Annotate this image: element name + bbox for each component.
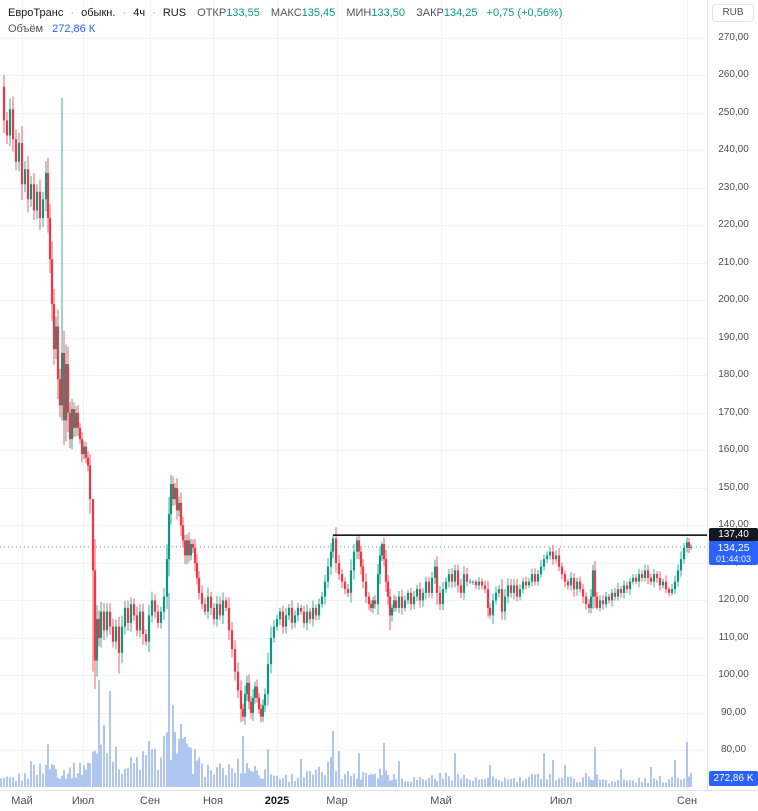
legend-symbol-row: ЕвроТранс · обыкн. · 4ч · RUS ОТКР133,55…	[8, 6, 562, 20]
time-tick-label: Июл	[549, 795, 573, 807]
open-value: 133,55	[226, 7, 260, 20]
symbol-title[interactable]: ЕвроТранс	[8, 7, 64, 20]
exchange-label: RUS	[162, 7, 187, 20]
time-tick-label: Май	[11, 795, 33, 807]
price-tick-label: 100,00	[718, 669, 749, 681]
volume-value: 272,86 К	[52, 23, 96, 36]
high-label: МАКС	[270, 7, 302, 20]
legend-volume-row: Объём 272,86 К	[8, 22, 562, 36]
price-tick-label: 160,00	[718, 444, 749, 456]
price-tick-label: 260,00	[718, 69, 749, 81]
open-label: ОТКР	[197, 7, 227, 20]
series-type: обыкн.	[81, 7, 116, 20]
currency-button[interactable]: RUB	[712, 4, 754, 22]
change-value: +0,75 (+0,56%)	[486, 7, 563, 20]
time-axis[interactable]: Май Июл Сен Ноя 2025 Мар Май Июл Сен	[0, 790, 758, 811]
low-value: 133,50	[371, 7, 406, 20]
time-tick-label: Сен	[139, 795, 161, 807]
low-label: МИН	[346, 7, 372, 20]
volume-axis-badge: 272,86 K	[709, 771, 758, 786]
time-tick-label: 2025	[264, 795, 290, 807]
price-tick-label: 120,00	[718, 594, 749, 606]
close-value: 134,25	[443, 7, 478, 20]
price-tick-label: 270,00	[718, 32, 749, 43]
price-tick-label: 230,00	[718, 181, 749, 193]
price-tick-label: 80,00	[720, 744, 747, 756]
last-price-label: 134,25 01:44:03	[709, 540, 758, 565]
high-value: 135,45	[301, 7, 336, 20]
price-tick-label: 190,00	[718, 331, 749, 343]
countdown: 01:44:03	[715, 553, 752, 564]
time-tick-label: Июл	[71, 795, 95, 807]
time-tick-label: Мар	[326, 795, 348, 807]
price-tick-label: 140,00	[718, 519, 749, 531]
interval-label[interactable]: 4ч	[133, 7, 146, 20]
price-tick-label: 200,00	[718, 294, 749, 306]
volume-label[interactable]: Объём	[8, 23, 44, 36]
price-tick-label: 220,00	[718, 219, 749, 231]
time-tick-label: Ноя	[202, 795, 224, 807]
separator: ·	[122, 7, 127, 20]
legend: ЕвроТранс · обыкн. · 4ч · RUS ОТКР133,55…	[8, 6, 562, 36]
price-tick-label: 250,00	[718, 106, 749, 118]
last-price-value: 134,25	[717, 541, 750, 554]
price-tick-label: 210,00	[718, 256, 749, 268]
separator: ·	[152, 7, 156, 20]
time-tick-label: Май	[430, 795, 452, 807]
time-tick-label: Сен	[676, 795, 698, 807]
line-price-label: 137,40	[709, 528, 758, 543]
price-tick-label: 110,00	[718, 631, 749, 643]
close-label: ЗАКР	[416, 7, 444, 20]
price-tick-label: 170,00	[718, 406, 749, 418]
price-axis[interactable]: RUB 270,00 260,00 250,00 240,00 230,00 220,00…	[707, 0, 758, 790]
price-tick-label: 150,00	[718, 481, 749, 493]
price-tick-label: 240,00	[718, 144, 749, 156]
separator: ·	[70, 7, 75, 20]
price-tick-label: 90,00	[720, 706, 747, 718]
price-tick-label: 180,00	[718, 369, 749, 381]
